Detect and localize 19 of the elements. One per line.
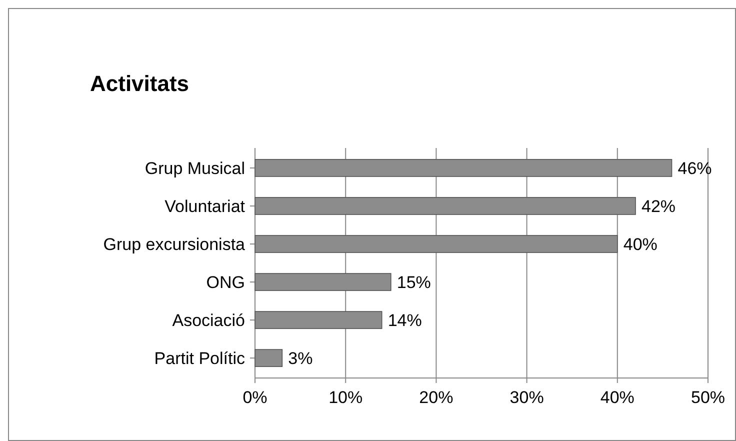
y-tick-label: Grup excursionista	[103, 234, 246, 254]
data-label: 46%	[678, 158, 712, 178]
x-tick-label: 20%	[419, 388, 454, 407]
y-tick-label: Grup Musical	[144, 158, 245, 178]
y-tick-label: ONG	[206, 272, 245, 292]
x-tick-label: 50%	[690, 388, 726, 407]
chart-title: Activitats	[90, 71, 190, 96]
data-label: 3%	[288, 348, 313, 368]
x-tick-label: 30%	[510, 388, 544, 407]
y-tick-label: Partit Polític	[154, 348, 246, 368]
data-label: 42%	[642, 196, 676, 216]
x-tick-label: 0%	[242, 388, 268, 407]
y-tick-label: Asociació	[172, 310, 245, 330]
y-tick-label: Voluntariat	[164, 196, 246, 216]
data-label: 40%	[623, 234, 658, 254]
x-tick-label: 40%	[600, 388, 634, 407]
x-tick-label: 10%	[328, 388, 363, 407]
data-label: 14%	[388, 310, 422, 330]
data-label: 15%	[396, 272, 431, 292]
